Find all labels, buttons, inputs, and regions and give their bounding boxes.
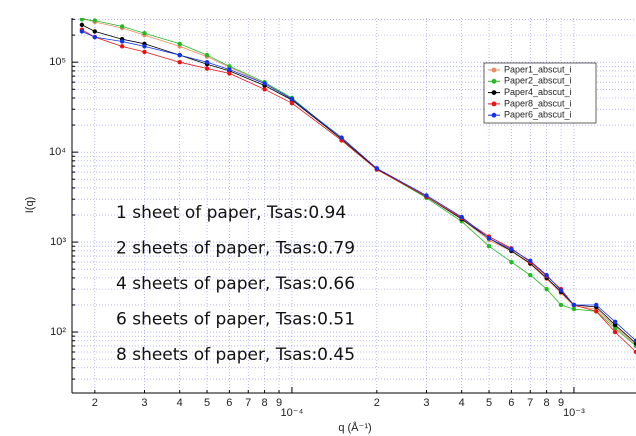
data-point (374, 166, 380, 171)
x-tick-label: 7 (527, 397, 533, 409)
legend-marker (491, 78, 497, 84)
data-point (612, 322, 618, 328)
legend-label: Paper4_abscut_i (504, 87, 572, 97)
x-tick-label: 9 (276, 397, 282, 409)
data-point (594, 302, 599, 308)
data-point (204, 59, 210, 65)
x-tick-label: 5 (204, 397, 210, 409)
annotation: 8 sheets of paper, Tsas:0.45 (116, 345, 355, 365)
x-tick-label: 6 (226, 397, 232, 409)
data-point (92, 18, 98, 23)
legend-marker (491, 67, 497, 73)
data-point (571, 306, 577, 312)
y-axis-label: I(q) (24, 197, 36, 214)
legend-marker (491, 112, 497, 118)
y-tick-label: 10⁴ (49, 146, 66, 158)
annotation: 4 sheets of paper, Tsas:0.66 (116, 274, 355, 294)
data-point (486, 236, 492, 241)
data-point (79, 18, 85, 22)
data-point (227, 71, 232, 76)
data-point (262, 81, 267, 86)
x-tick-label: 9 (558, 397, 564, 409)
data-point (558, 288, 564, 293)
data-point (612, 326, 618, 331)
data-point (79, 22, 85, 28)
y-tick-label: 10² (50, 326, 66, 338)
x-tick-label: 2 (374, 397, 380, 409)
data-point (594, 309, 599, 314)
data-point (79, 29, 85, 34)
legend-marker (491, 101, 497, 107)
data-point (339, 135, 344, 140)
x-tick-label: 8 (262, 397, 268, 409)
data-point (544, 286, 549, 292)
x-tick-label: 4 (177, 397, 183, 409)
data-point (528, 272, 533, 278)
y-tick-label: 10³ (50, 236, 66, 248)
data-point (509, 247, 514, 252)
legend-label: Paper8_abscut_i (504, 98, 572, 108)
data-point (262, 87, 267, 92)
x-tick-label: 2 (92, 397, 98, 409)
data-point (119, 44, 125, 49)
data-point (558, 302, 564, 308)
data-point (509, 259, 514, 265)
x-tick-label: 4 (459, 397, 465, 409)
x-tick-label: 6 (508, 397, 514, 409)
data-point (177, 52, 182, 58)
data-point (204, 66, 210, 71)
legend-label: Paper2_abscut_i (504, 76, 572, 86)
data-point (486, 244, 492, 249)
x-tick-label: 5 (486, 397, 492, 409)
data-point (633, 338, 636, 343)
x-axis-label: q (Å⁻¹) (338, 421, 371, 434)
data-point (612, 319, 618, 324)
series-line (81, 29, 636, 353)
data-point (142, 49, 147, 55)
data-point (204, 52, 210, 58)
data-point (142, 44, 147, 49)
data-point (227, 67, 232, 72)
data-point (289, 101, 295, 106)
data-point (544, 272, 549, 278)
data-point (227, 64, 232, 69)
x-tick-label: 10⁻⁴ (281, 407, 304, 419)
data-point (142, 31, 147, 36)
data-point (177, 59, 182, 65)
data-point (177, 41, 182, 47)
data-point (528, 258, 533, 263)
x-tick-label: 8 (544, 397, 550, 409)
data-point (633, 349, 636, 355)
x-tick-label: 10⁻³ (563, 407, 585, 419)
legend-label: Paper1_abscut_i (504, 64, 572, 74)
annotation: 1 sheet of paper, Tsas:0.94 (116, 203, 346, 223)
data-point (119, 24, 125, 29)
data-point (459, 214, 464, 220)
annotation: 6 sheets of paper, Tsas:0.51 (116, 310, 355, 330)
data-point (612, 329, 618, 335)
annotation: 2 sheets of paper, Tsas:0.79 (116, 239, 355, 259)
data-point (92, 29, 98, 34)
data-point (424, 193, 429, 198)
series-line (81, 31, 636, 342)
data-point (571, 302, 577, 308)
legend-label: Paper6_abscut_i (504, 110, 572, 120)
x-tick-label: 3 (423, 397, 429, 409)
data-point (92, 34, 98, 40)
data-point (289, 96, 295, 102)
legend-box (483, 62, 597, 124)
data-point (119, 39, 125, 44)
x-tick-label: 3 (141, 397, 147, 409)
x-tick-label: 7 (245, 397, 251, 409)
plot-area (79, 18, 636, 355)
y-tick-label: 10⁵ (49, 56, 66, 68)
legend-marker (491, 90, 497, 95)
